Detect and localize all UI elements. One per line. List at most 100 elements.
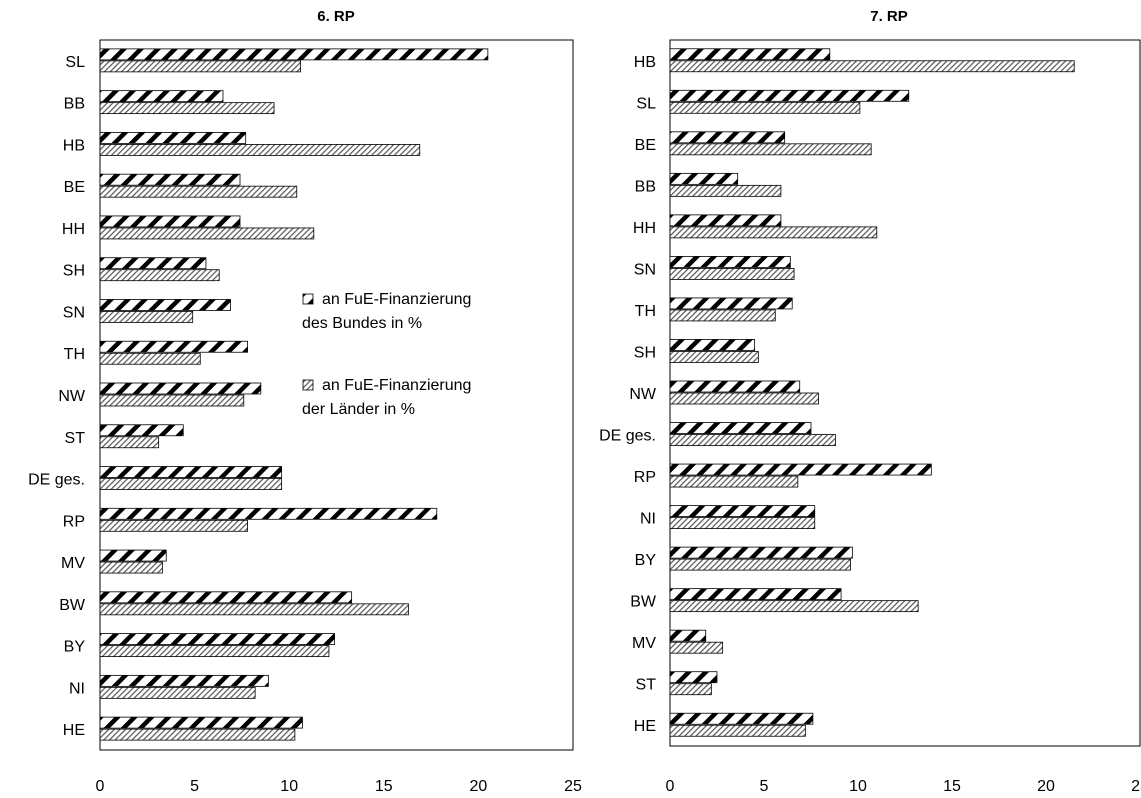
x-tick-label: 0 (96, 778, 105, 795)
category-label: NW (629, 386, 657, 403)
legend-label: an FuE-Finanzierung (322, 377, 471, 394)
category-label: BB (64, 96, 85, 113)
legend-swatch-laender (302, 379, 314, 391)
bar-laender-rp (99, 519, 248, 532)
bar-laender-bb (99, 102, 275, 115)
bar-laender-he (99, 728, 296, 741)
bar-bund-bb (99, 90, 224, 103)
bar-laender-th (99, 352, 201, 365)
category-label: HE (63, 722, 85, 739)
bar-bund-rp (669, 463, 932, 476)
x-tick-label: 0 (666, 778, 675, 795)
category-label: BW (59, 597, 86, 614)
category-label: HH (633, 220, 656, 237)
bar-laender-st (99, 436, 160, 449)
bar-bund-ni (99, 674, 269, 687)
bar-bund-sl (669, 89, 910, 102)
legend-label: des Bundes in % (302, 315, 422, 332)
bar-laender-rp (669, 475, 799, 488)
category-label: HE (634, 718, 656, 735)
bar-bund-nw (99, 382, 262, 395)
x-tick-label: 20 (470, 778, 488, 795)
bar-bund-nw (669, 380, 801, 393)
category-label: TH (635, 303, 656, 320)
category-label: BE (635, 137, 656, 154)
bar-bund-be (669, 131, 786, 144)
bar-laender-by (669, 558, 851, 571)
bar-laender-hh (99, 227, 315, 240)
bar-bund-th (669, 297, 793, 310)
bar-bund-by (99, 633, 336, 645)
bar-laender-be (99, 185, 298, 198)
category-label: RP (63, 513, 85, 530)
x-tick-label: 20 (1037, 778, 1055, 795)
category-label: MV (632, 635, 656, 652)
bar-laender-sh (99, 269, 220, 282)
bar-laender-st (669, 683, 712, 696)
bar-bund-de-ges (99, 466, 283, 478)
legend-label: der Länder in % (302, 401, 415, 418)
category-label: BY (635, 552, 657, 569)
bar-laender-bw (99, 603, 409, 616)
bar-laender-sl (669, 101, 861, 114)
category-label: TH (64, 346, 85, 363)
category-label: DE ges. (599, 428, 656, 445)
bar-bund-st (99, 424, 184, 437)
category-label: RP (634, 469, 656, 486)
bar-bund-st (669, 671, 718, 684)
bar-bund-bw (99, 591, 353, 604)
chart-panel-7rp: 7. RP HB SL BE BB HH SN TH SH NW DE ges. RP NI BY BW MV… (599, 8, 1141, 795)
bar-laender-sn (99, 311, 194, 323)
bar-laender-mv (99, 561, 163, 574)
bar-bund-ni (669, 505, 816, 517)
bar-bund-he (669, 712, 814, 725)
bar-laender-bw (669, 600, 919, 613)
bar-bund-bb (669, 172, 739, 185)
bar-bund-mv (669, 629, 707, 642)
category-label: BW (630, 594, 657, 611)
bar-laender-be (669, 143, 872, 156)
category-label: HB (634, 54, 656, 71)
category-label: MV (61, 555, 85, 572)
bar-bund-rp (99, 507, 438, 520)
bar-laender-sh (669, 351, 759, 363)
chart-title: 6. RP (317, 8, 355, 25)
bar-laender-th (669, 309, 776, 322)
x-tick-label: 25 (1131, 778, 1141, 795)
bar-bund-he (99, 716, 303, 729)
bar-bund-sh (669, 339, 755, 351)
x-tick-label: 25 (564, 778, 582, 795)
category-label: BE (64, 179, 85, 196)
category-label: BY (64, 639, 86, 656)
bar-laender-by (99, 645, 330, 657)
x-tick-label: 15 (943, 778, 961, 795)
bar-bund-bw (669, 588, 842, 601)
legend: an FuE-Finanzierung des Bundes in % an FuE… (302, 291, 471, 418)
x-tick-label: 10 (849, 778, 867, 795)
bar-laender-de-ges (669, 434, 836, 446)
bar-laender-nw (669, 392, 819, 405)
category-label: SH (634, 344, 656, 361)
bar-bund-de-ges (669, 422, 812, 434)
bar-laender-sn (669, 268, 795, 280)
category-label: SL (65, 54, 85, 71)
category-label: ST (636, 677, 657, 694)
category-label: SH (63, 263, 85, 280)
bar-bund-hb (99, 132, 247, 144)
bar-laender-de-ges (99, 478, 283, 490)
bar-bund-th (99, 340, 248, 353)
x-tick-label: 5 (190, 778, 199, 795)
x-tick-label: 10 (280, 778, 298, 795)
bar-bund-sh (99, 257, 207, 270)
bar-laender-he (669, 724, 806, 737)
category-label: SN (63, 304, 85, 321)
bar-bund-be (99, 173, 241, 186)
bar-bund-sl (99, 48, 489, 61)
chart-panel-6rp: 6. RP SL BB HB BE HH SH SN TH NW ST DE ges. RP MV BW BY… (28, 8, 582, 795)
bar-laender-mv (669, 641, 724, 654)
category-label: HB (63, 137, 85, 154)
category-label: ST (65, 430, 86, 447)
bar-bund-hb (669, 48, 831, 61)
legend-label: an FuE-Finanzierung (322, 291, 471, 308)
